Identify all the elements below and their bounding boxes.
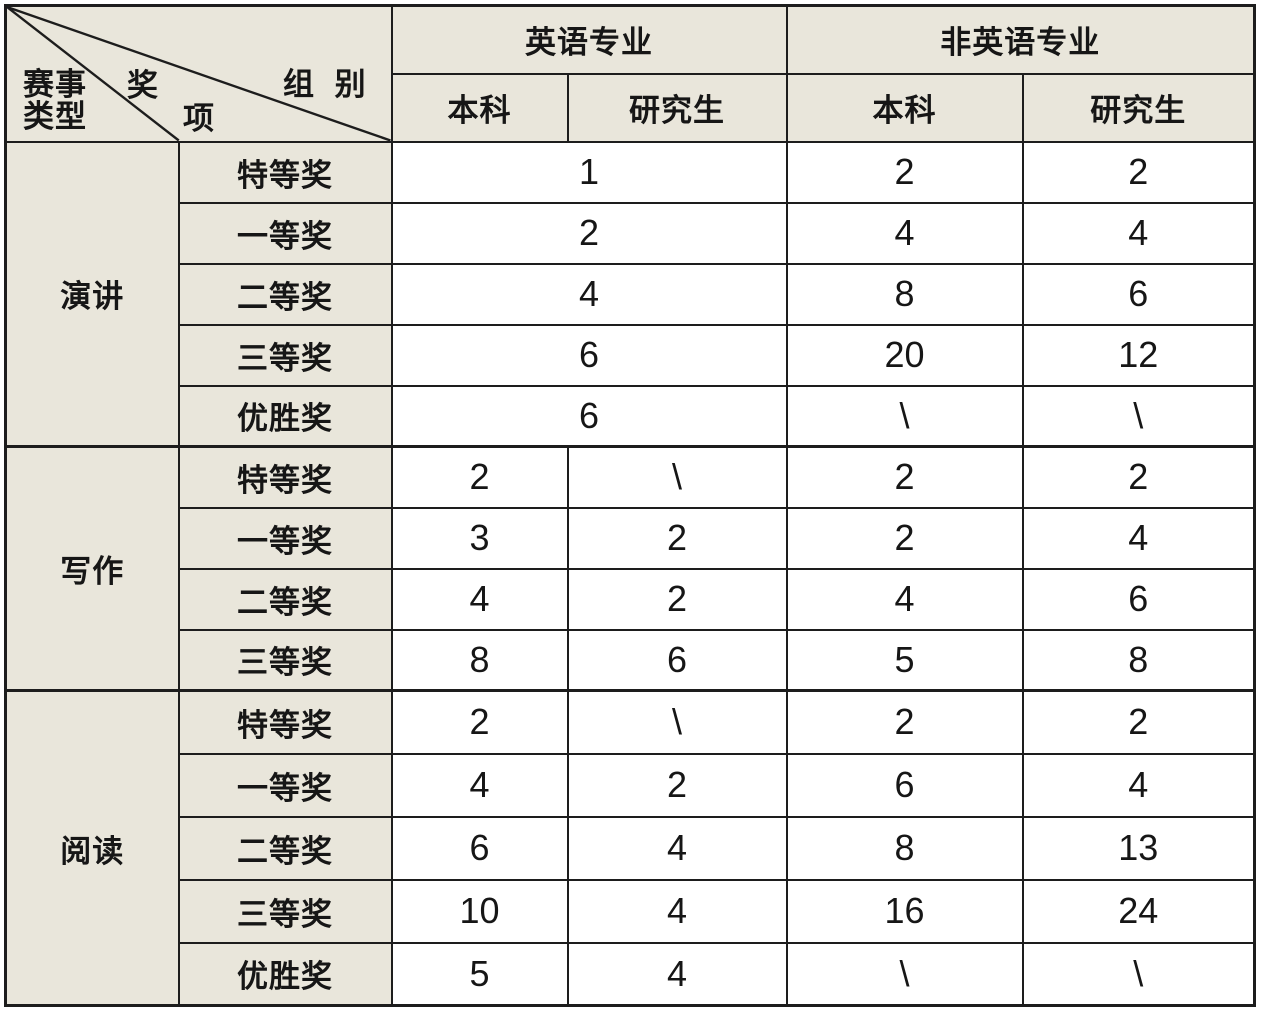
value-cell: \ bbox=[1021, 384, 1256, 448]
value-cell: 8 bbox=[1021, 628, 1256, 692]
table-row: 一等奖 2 4 4 bbox=[6, 201, 1256, 265]
award-cell: 一等奖 bbox=[177, 201, 393, 265]
corner-label-event-type: 赛事 类型 bbox=[23, 67, 87, 134]
value-cell: 2 bbox=[785, 445, 1024, 509]
column-group-non-english: 非英语专业 bbox=[785, 4, 1256, 75]
value-cell: 4 bbox=[1021, 752, 1256, 818]
award-cell: 优胜奖 bbox=[177, 384, 393, 448]
award-cell: 二等奖 bbox=[177, 262, 393, 326]
value-cell: 2 bbox=[390, 445, 569, 509]
value-cell: 12 bbox=[1021, 323, 1256, 387]
value-cell: 4 bbox=[1021, 506, 1256, 570]
value-cell: 6 bbox=[1021, 567, 1256, 631]
column-group-english: 英语专业 bbox=[390, 4, 788, 75]
value-cell: 24 bbox=[1021, 878, 1256, 944]
value-cell: 2 bbox=[785, 140, 1024, 204]
corner-label-group: 组 别 bbox=[283, 67, 367, 102]
award-cell: 特等奖 bbox=[177, 140, 393, 204]
table-row: 优胜奖 5 4 \ \ bbox=[6, 941, 1256, 1007]
event-type-cell-speech: 演讲 bbox=[4, 140, 180, 448]
value-cell: 6 bbox=[1021, 262, 1256, 326]
award-cell: 特等奖 bbox=[177, 689, 393, 755]
subcolumn-english-grad: 研究生 bbox=[566, 72, 788, 143]
value-cell: 5 bbox=[390, 941, 569, 1007]
value-cell: 10 bbox=[390, 878, 569, 944]
award-cell: 二等奖 bbox=[177, 567, 393, 631]
value-cell: 4 bbox=[390, 262, 788, 326]
subcolumn-non-english-grad: 研究生 bbox=[1021, 72, 1256, 143]
value-cell: 4 bbox=[1021, 201, 1256, 265]
header-row-groups: 赛事 类型 奖 项 组 别 英语专业 非英语专业 bbox=[4, 4, 1256, 143]
value-cell: 4 bbox=[566, 815, 788, 881]
table-row: 二等奖 4 2 4 6 bbox=[6, 567, 1256, 631]
value-cell: 6 bbox=[566, 628, 788, 692]
table-row: 三等奖 6 20 12 bbox=[6, 323, 1256, 387]
value-cell: 4 bbox=[785, 201, 1024, 265]
table-row: 一等奖 3 2 2 4 bbox=[6, 506, 1256, 570]
table-row: 二等奖 6 4 8 13 bbox=[6, 815, 1256, 881]
value-cell: 16 bbox=[785, 878, 1024, 944]
award-cell: 三等奖 bbox=[177, 323, 393, 387]
table-row: 三等奖 8 6 5 8 bbox=[6, 628, 1256, 692]
corner-label-award-top: 奖 bbox=[127, 68, 159, 103]
event-type-cell-reading: 阅读 bbox=[4, 689, 180, 1007]
table-row: 演讲 特等奖 1 2 2 bbox=[4, 140, 1256, 448]
value-cell: 4 bbox=[566, 941, 788, 1007]
event-type-cell-writing: 写作 bbox=[4, 445, 180, 692]
value-cell: 4 bbox=[390, 752, 569, 818]
value-cell: 2 bbox=[785, 689, 1024, 755]
value-cell: 6 bbox=[390, 323, 788, 387]
value-cell: 2 bbox=[390, 689, 569, 755]
value-cell: 6 bbox=[390, 384, 788, 448]
value-cell: \ bbox=[566, 689, 788, 755]
table-row: 一等奖 4 2 6 4 bbox=[6, 752, 1256, 818]
value-cell: 13 bbox=[1021, 815, 1256, 881]
value-cell: 8 bbox=[390, 628, 569, 692]
value-cell: 2 bbox=[566, 567, 788, 631]
value-cell: 4 bbox=[785, 567, 1024, 631]
value-cell: \ bbox=[1021, 941, 1256, 1007]
value-cell: 2 bbox=[566, 752, 788, 818]
value-cell: 8 bbox=[785, 815, 1024, 881]
table-row: 二等奖 4 8 6 bbox=[6, 262, 1256, 326]
value-cell: 6 bbox=[785, 752, 1024, 818]
value-cell: 5 bbox=[785, 628, 1024, 692]
award-cell: 三等奖 bbox=[177, 628, 393, 692]
value-cell: 8 bbox=[785, 262, 1024, 326]
table-row: 三等奖 10 4 16 24 bbox=[6, 878, 1256, 944]
value-cell: 2 bbox=[785, 506, 1024, 570]
value-cell: 1 bbox=[390, 140, 788, 204]
table-row: 写作 特等奖 2 \ 2 2 bbox=[4, 445, 1256, 692]
diagonal-divider-lines bbox=[7, 7, 390, 140]
awards-table: 赛事 类型 奖 项 组 别 英语专业 非英语专业 本科 研究生 本科 研究生 演讲… bbox=[4, 4, 1256, 1007]
value-cell: 4 bbox=[390, 567, 569, 631]
corner-label-award-bottom: 项 bbox=[183, 101, 215, 136]
award-cell: 特等奖 bbox=[177, 445, 393, 509]
table-row: 阅读 特等奖 2 \ 2 2 bbox=[4, 689, 1256, 1007]
value-cell: 2 bbox=[566, 506, 788, 570]
value-cell: 3 bbox=[390, 506, 569, 570]
header-row-subcolumns: 本科 研究生 本科 研究生 bbox=[6, 72, 1256, 143]
value-cell: 2 bbox=[1021, 140, 1256, 204]
value-cell: \ bbox=[785, 384, 1024, 448]
value-cell: 6 bbox=[390, 815, 569, 881]
value-cell: \ bbox=[566, 445, 788, 509]
subcolumn-non-english-undergrad: 本科 bbox=[785, 72, 1024, 143]
value-cell: 20 bbox=[785, 323, 1024, 387]
award-cell: 三等奖 bbox=[177, 878, 393, 944]
value-cell: \ bbox=[785, 941, 1024, 1007]
award-cell: 二等奖 bbox=[177, 815, 393, 881]
table-row: 优胜奖 6 \ \ bbox=[6, 384, 1256, 448]
award-cell: 一等奖 bbox=[177, 506, 393, 570]
corner-header-cell: 赛事 类型 奖 项 组 别 bbox=[4, 4, 393, 143]
award-cell: 一等奖 bbox=[177, 752, 393, 818]
subcolumn-english-undergrad: 本科 bbox=[390, 72, 569, 143]
award-cell: 优胜奖 bbox=[177, 941, 393, 1007]
value-cell: 2 bbox=[390, 201, 788, 265]
value-cell: 2 bbox=[1021, 689, 1256, 755]
value-cell: 4 bbox=[566, 878, 788, 944]
value-cell: 2 bbox=[1021, 445, 1256, 509]
